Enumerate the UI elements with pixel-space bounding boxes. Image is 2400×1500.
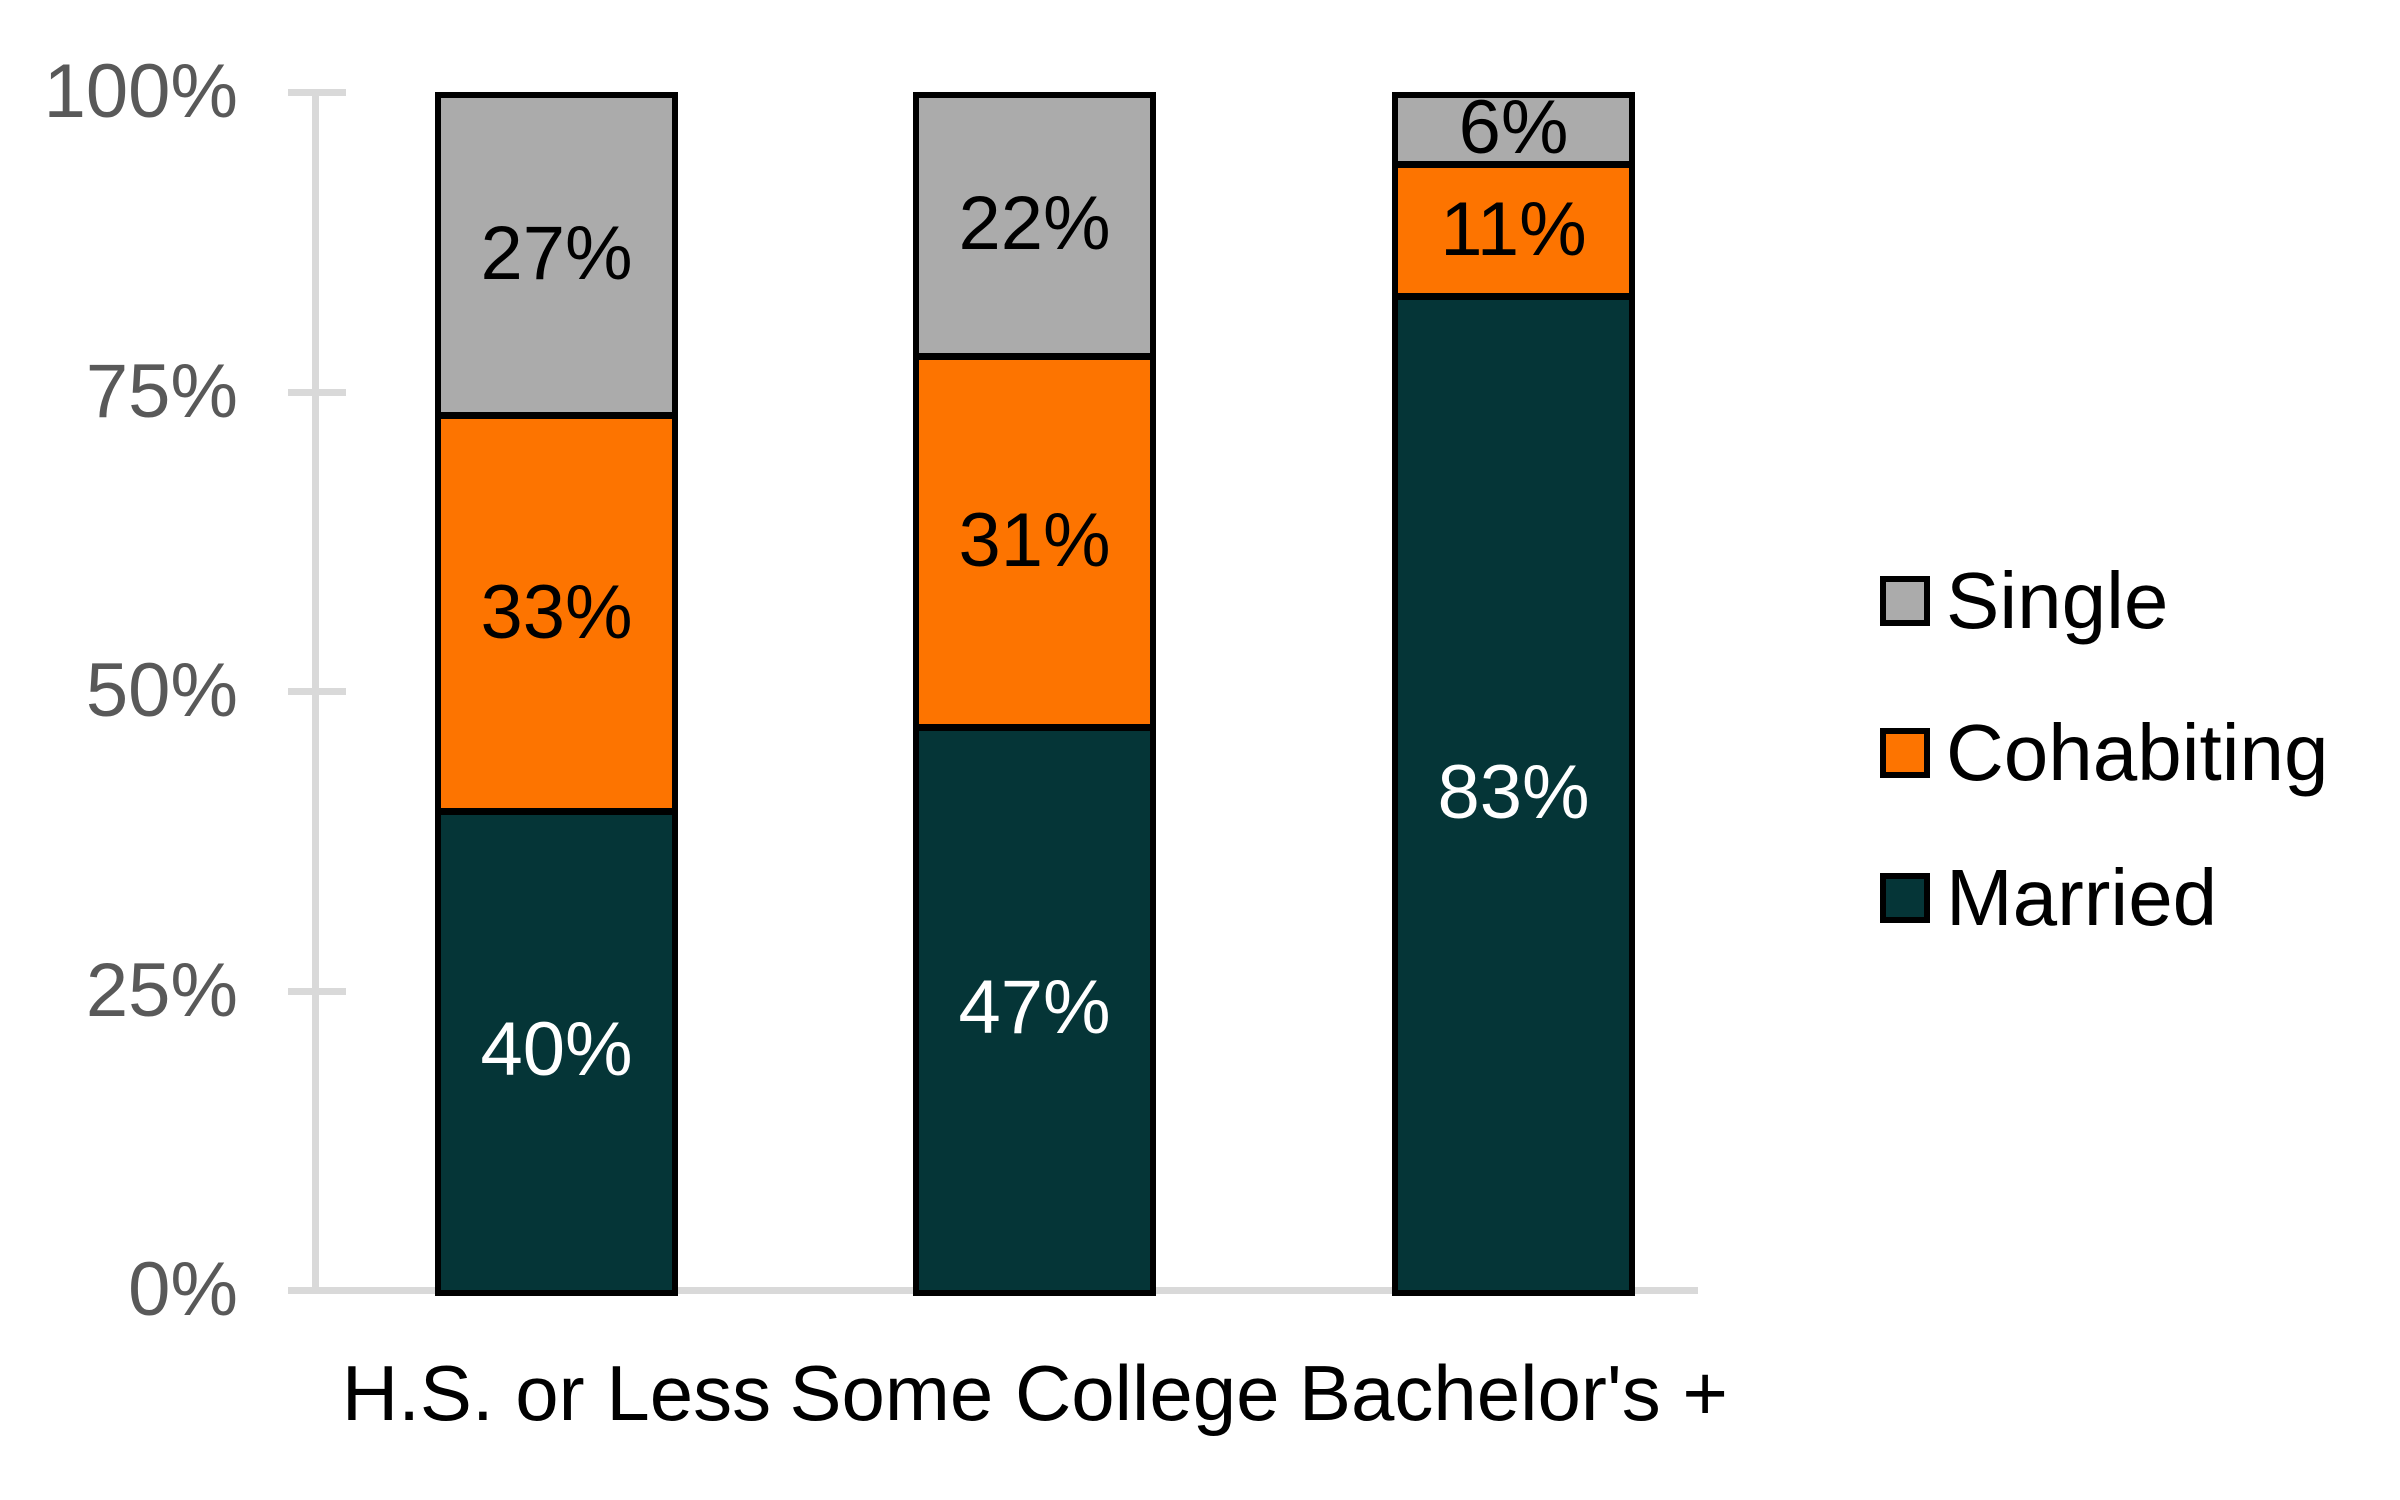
bar-segment-cohabiting (440, 415, 673, 811)
x-axis-category-label: Bachelor's + (1299, 1349, 1728, 1437)
segment-value-label: 11% (1440, 186, 1587, 272)
segment-value-label: 6% (1458, 84, 1569, 170)
segment-value-label: 33% (480, 570, 633, 656)
legend-item-single: Single (1880, 561, 2168, 641)
y-tick (288, 688, 346, 695)
y-tick-label: 50% (85, 648, 238, 733)
bar-segment-divider (1392, 292, 1635, 300)
bar-outline (1392, 92, 1635, 1296)
legend-label: Married (1946, 853, 2218, 942)
legend-label: Single (1946, 556, 2169, 645)
y-tick (288, 89, 346, 96)
x-axis-category-label: H.S. or Less (341, 1349, 772, 1437)
segment-value-label: 31% (958, 498, 1111, 584)
bar-segment-married (440, 810, 673, 1290)
y-tick (288, 388, 346, 396)
bar-segment-married (1397, 295, 1630, 1290)
legend-label: Cohabiting (1946, 708, 2329, 797)
legend-swatch-cohabiting (1880, 728, 1930, 778)
segment-value-label: 27% (480, 210, 633, 296)
bar-segment-cohabiting (918, 355, 1151, 727)
bar-segment-married (918, 726, 1151, 1290)
y-tick-label: 75% (85, 348, 238, 434)
bar-segment-single (440, 92, 673, 416)
x-axis-category-label: Some College (789, 1349, 1280, 1437)
bar-segment-divider (435, 412, 678, 420)
segment-value-label: 83% (1437, 749, 1590, 835)
y-tick-label: 100% (43, 49, 238, 134)
bar-segment-divider (913, 723, 1156, 731)
y-tick-label: 0% (128, 1247, 238, 1332)
segment-value-label: 40% (480, 1007, 633, 1093)
y-tick (288, 1287, 346, 1294)
legend-item-cohabiting: Cohabiting (1880, 713, 2329, 793)
bar-segment-cohabiting (1397, 163, 1630, 296)
bar-outline (435, 92, 678, 1296)
segment-value-label: 47% (958, 965, 1111, 1051)
y-tick (288, 987, 346, 995)
legend-swatch-married (1880, 873, 1930, 923)
bar-segment-divider (1392, 160, 1635, 168)
segment-value-label: 22% (958, 180, 1111, 266)
bar-segment-divider (435, 807, 678, 815)
bar-outline (913, 92, 1156, 1296)
bar-segment-single (1397, 92, 1630, 164)
bar-segment-divider (913, 352, 1156, 360)
bar-segment-single (918, 92, 1151, 356)
y-tick-label: 25% (85, 947, 238, 1033)
legend-item-married: Married (1880, 858, 2217, 938)
legend-swatch-single (1880, 576, 1930, 626)
